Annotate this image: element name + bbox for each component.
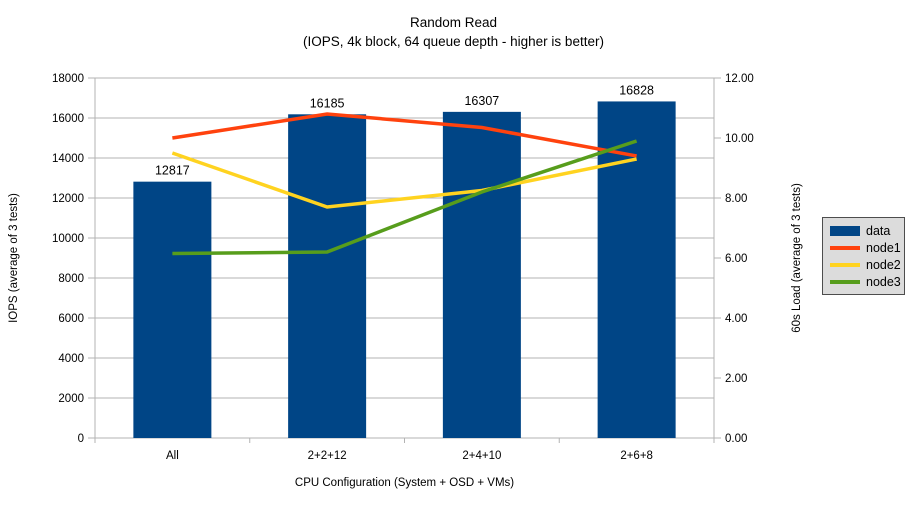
bar-value-label: 12817 [155,164,190,178]
legend-item-node2: node2 [830,258,904,272]
legend-swatch-node1 [830,245,860,250]
right-tick-label: 10.00 [725,133,754,145]
bar [597,101,676,438]
right-tick-label: 2.00 [725,373,747,385]
legend-swatch-node3 [830,279,860,284]
x-tick-label: All [166,450,179,462]
tick-labels: 0 2000 4000 6000 8000 10000 12000 14000 16000 180… [52,73,754,462]
right-tick-label: 8.00 [725,193,747,205]
legend-item-node3: node3 [830,275,904,289]
bar-value-label: 16828 [619,83,654,97]
left-tick-label: 0 [78,433,84,445]
left-tick-label: 14000 [52,153,84,165]
left-tick-label: 18000 [52,73,84,85]
x-tick-label: 2+2+12 [308,450,347,462]
chart-title: Random Read [409,15,498,30]
left-tick-label: 8000 [58,273,84,285]
left-axis-title: IOPS (average of 3 tests) [8,193,20,323]
bar-value-label: 16185 [310,96,345,110]
left-tick-label: 6000 [58,313,84,325]
legend-label: data [866,223,891,238]
right-tick-label: 12.00 [725,73,754,85]
bar-value-labels: 12817 16185 16307 16828 [155,83,654,177]
bar-value-label: 16307 [464,94,499,108]
right-axis-title: 60s Load (average of 3 tests) [791,183,803,333]
legend-label: node3 [866,274,901,289]
legend-swatch-node2 [830,262,860,267]
left-tick-label: 10000 [52,233,84,245]
bar [288,114,367,439]
line-node2 [171,151,637,209]
right-tick-label: 4.00 [725,313,747,325]
x-axis-title: CPU Configuration (System + OSD + VMs) [294,477,515,489]
legend-label: node2 [866,257,901,272]
left-tick-label: 2000 [58,393,84,405]
x-tick-label: 2+4+10 [462,450,501,462]
bar [442,111,521,439]
right-tick-label: 0.00 [725,433,747,445]
left-tick-label: 4000 [58,353,84,365]
line-node1 [172,112,637,158]
legend-item-data: data [830,224,904,238]
x-tick-label: 2+6+8 [620,450,653,462]
left-tick-label: 12000 [52,193,84,205]
line-series [171,112,638,256]
chart-legend: data node1 node2 node3 [822,217,905,295]
bar [133,181,212,438]
left-tick-label: 16000 [52,113,84,125]
line-node3 [172,139,638,256]
chart-title-block: Random Read (IOPS, 4k block, 64 queue de… [0,13,907,51]
chart-subtitle: (IOPS, 4k block, 64 queue depth - higher… [303,34,604,49]
legend-item-node1: node1 [830,241,904,255]
tick-marks [88,77,721,443]
legend-swatch-data [830,225,860,236]
bar-series [133,101,676,439]
legend-label: node1 [866,240,901,255]
right-tick-label: 6.00 [725,253,747,265]
